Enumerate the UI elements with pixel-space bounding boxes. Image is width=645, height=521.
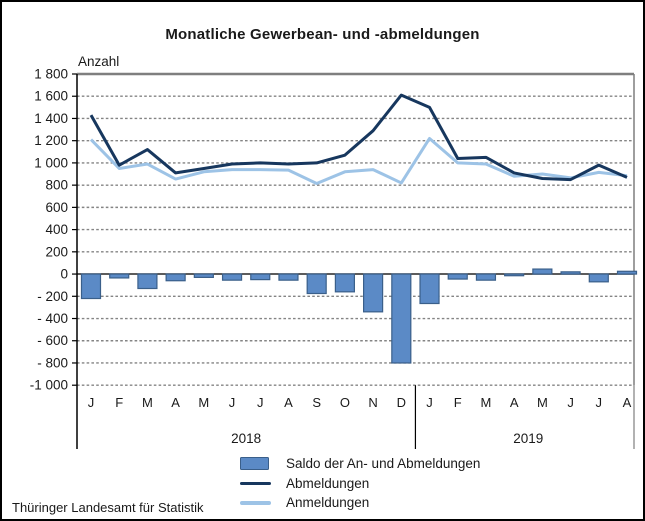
saldo-bar: [419, 273, 440, 305]
month-label: J: [426, 395, 433, 410]
month-label: M: [198, 395, 209, 410]
y-tick-label: 1 200: [34, 133, 68, 148]
month-label: A: [510, 395, 519, 410]
saldo-bar: [391, 273, 412, 364]
y-tick-label: - 200: [37, 289, 68, 304]
month-label: J: [567, 395, 574, 410]
legend-swatch-wrap: [240, 481, 271, 485]
y-tick-label: -1 000: [30, 378, 68, 393]
month-label: A: [284, 395, 293, 410]
legend: Saldo der An- und Abmeldungen Abmeldunge…: [240, 454, 480, 513]
y-tick-label: - 600: [37, 333, 68, 348]
anmeldungen-line: [89, 136, 628, 185]
saldo-bar: [306, 273, 327, 295]
saldo-bar: [504, 273, 525, 277]
saldo-bar: [334, 273, 355, 293]
saldo-bar: [532, 268, 553, 275]
y-tick-label: 0: [60, 267, 68, 282]
month-label: N: [368, 395, 377, 410]
saldo-bar: [165, 273, 186, 282]
y-tick-label: 600: [45, 200, 68, 215]
anmeldungen-line-swatch: [240, 501, 271, 505]
year-label: 2019: [513, 431, 543, 446]
y-tick-label: 1 800: [34, 67, 68, 82]
month-label: J: [257, 395, 264, 410]
month-label: M: [537, 395, 548, 410]
abmeldungen-line: [89, 93, 628, 182]
saldo-bar: [109, 273, 130, 279]
saldo-bar: [250, 273, 271, 281]
legend-item-anmeldungen: Anmeldungen: [240, 493, 480, 513]
y-tick-label: - 400: [37, 311, 68, 326]
saldo-bar: [363, 273, 384, 313]
month-label: J: [229, 395, 236, 410]
saldo-bar-swatch: [240, 457, 269, 471]
legend-label-anmeldungen: Anmeldungen: [286, 495, 370, 511]
month-label: F: [115, 395, 123, 410]
legend-label-saldo: Saldo der An- und Abmeldungen: [286, 456, 481, 472]
legend-item-abmeldungen: Abmeldungen: [240, 474, 480, 494]
legend-label-abmeldungen: Abmeldungen: [286, 475, 370, 491]
saldo-bar: [447, 273, 468, 280]
y-tick-label: 1 600: [34, 89, 68, 104]
y-tick-label: 1 400: [34, 111, 68, 126]
source-attribution: Thüringer Landesamt für Statistik: [12, 500, 204, 515]
month-label: A: [171, 395, 180, 410]
month-label: J: [88, 395, 95, 410]
saldo-bar: [588, 273, 609, 283]
month-label: S: [312, 395, 321, 410]
saldo-bar: [560, 271, 581, 275]
month-label: D: [397, 395, 406, 410]
saldo-bar: [475, 273, 497, 281]
year-label: 2018: [231, 431, 261, 446]
month-label: A: [623, 395, 632, 410]
y-tick-label: 400: [45, 222, 68, 237]
saldo-bar: [616, 270, 638, 275]
y-axis-unit-label: Anzahl: [78, 54, 120, 69]
legend-swatch-wrap: [240, 501, 271, 505]
y-tick-label: 800: [45, 178, 68, 193]
legend-item-saldo: Saldo der An- und Abmeldungen: [240, 454, 480, 474]
y-tick-label: 1 000: [34, 155, 68, 170]
month-label: O: [340, 395, 350, 410]
month-label: M: [142, 395, 153, 410]
saldo-bar: [193, 273, 214, 278]
abmeldungen-line-swatch: [240, 481, 271, 485]
saldo-bar: [278, 273, 299, 281]
saldo-bar: [137, 273, 158, 290]
y-tick-label: - 800: [37, 355, 68, 370]
chart-title: Monatliche Gewerbean- und -abmeldungen: [165, 26, 480, 43]
legend-swatch-wrap: [240, 457, 271, 471]
y-tick-label: 200: [45, 244, 68, 259]
saldo-bar: [221, 273, 243, 281]
month-label: F: [454, 395, 462, 410]
month-label: M: [481, 395, 492, 410]
month-label: J: [596, 395, 603, 410]
saldo-bar: [80, 273, 102, 300]
